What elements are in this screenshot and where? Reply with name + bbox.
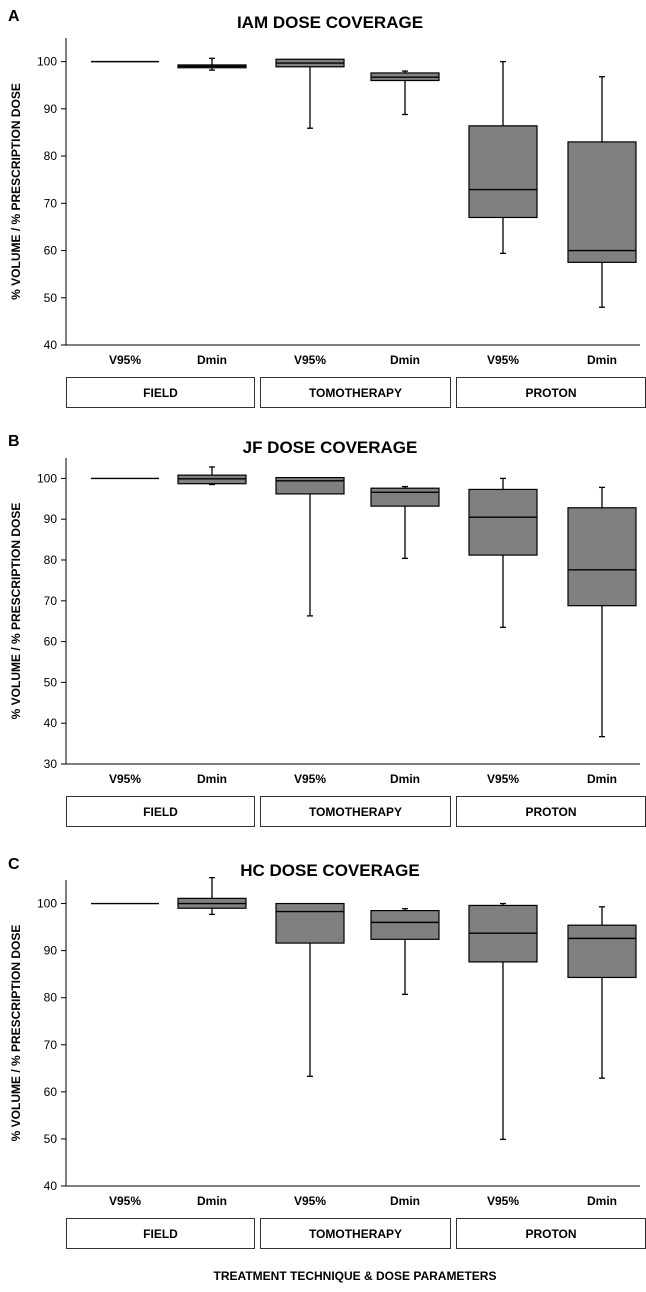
box xyxy=(370,909,440,940)
box xyxy=(275,902,345,944)
y-tick-label: 40 xyxy=(44,338,58,352)
category-label: V95% xyxy=(487,353,519,367)
category-label: Dmin xyxy=(197,772,227,786)
y-tick-label: 100 xyxy=(37,55,57,69)
group-box xyxy=(66,377,255,408)
box xyxy=(567,507,637,607)
category-label: Dmin xyxy=(197,353,227,367)
y-tick-label: 40 xyxy=(44,1179,58,1193)
group-box xyxy=(456,377,646,408)
y-tick-label: 100 xyxy=(37,897,57,911)
y-tick-label: 50 xyxy=(44,291,58,305)
category-label: Dmin xyxy=(587,353,617,367)
group-label: TOMOTHERAPY xyxy=(309,1227,402,1241)
group-box xyxy=(66,796,255,827)
group-box xyxy=(456,1218,646,1249)
category-label: V95% xyxy=(294,353,326,367)
chart-title: HC DOSE COVERAGE xyxy=(240,861,419,880)
y-axis-title: % VOLUME / % PRESCRIPTION DOSE xyxy=(9,83,23,300)
y-tick-label: 70 xyxy=(44,196,58,210)
group-box xyxy=(260,377,451,408)
category-label: V95% xyxy=(487,772,519,786)
category-label: Dmin xyxy=(390,353,420,367)
box xyxy=(567,924,637,979)
panel-label: A xyxy=(8,8,20,25)
category-label: Dmin xyxy=(587,772,617,786)
box xyxy=(275,476,345,495)
category-label: V95% xyxy=(109,1194,141,1208)
group-box xyxy=(66,1218,255,1249)
y-tick-label: 70 xyxy=(44,1038,58,1052)
y-tick-label: 90 xyxy=(44,512,58,526)
box xyxy=(370,487,440,507)
group-label: TOMOTHERAPY xyxy=(309,386,402,400)
y-tick-label: 90 xyxy=(44,102,58,116)
x-axis-title: TREATMENT TECHNIQUE & DOSE PARAMETERS xyxy=(214,1269,497,1283)
group-label: PROTON xyxy=(525,1227,576,1241)
box xyxy=(567,141,637,263)
group-box xyxy=(456,796,646,827)
group-box xyxy=(260,796,451,827)
group-label: PROTON xyxy=(525,805,576,819)
category-label: Dmin xyxy=(390,772,420,786)
category-label: Dmin xyxy=(390,1194,420,1208)
y-tick-label: 50 xyxy=(44,1132,58,1146)
category-label: V95% xyxy=(109,772,141,786)
y-tick-label: 50 xyxy=(44,675,58,689)
y-axis-title: % VOLUME / % PRESCRIPTION DOSE xyxy=(9,925,23,1142)
y-tick-label: 80 xyxy=(44,149,58,163)
category-label: V95% xyxy=(487,1194,519,1208)
category-label: Dmin xyxy=(587,1194,617,1208)
y-tick-label: 70 xyxy=(44,594,58,608)
group-label: FIELD xyxy=(143,805,178,819)
panel-label: C xyxy=(8,856,20,873)
box xyxy=(468,488,538,556)
y-tick-label: 80 xyxy=(44,991,58,1005)
chart-title: IAM DOSE COVERAGE xyxy=(237,13,423,32)
group-box xyxy=(260,1218,451,1249)
y-tick-label: 80 xyxy=(44,553,58,567)
category-label: V95% xyxy=(109,353,141,367)
y-tick-label: 100 xyxy=(37,471,57,485)
y-tick-label: 60 xyxy=(44,1085,58,1099)
box xyxy=(468,125,538,219)
y-tick-label: 90 xyxy=(44,944,58,958)
y-tick-label: 30 xyxy=(44,757,58,771)
category-label: V95% xyxy=(294,772,326,786)
group-label: TOMOTHERAPY xyxy=(309,805,402,819)
y-tick-label: 60 xyxy=(44,244,58,258)
group-label: PROTON xyxy=(525,386,576,400)
group-label: FIELD xyxy=(143,386,178,400)
panel-label: B xyxy=(8,433,20,450)
category-label: Dmin xyxy=(197,1194,227,1208)
y-tick-label: 60 xyxy=(44,635,58,649)
y-axis-title: % VOLUME / % PRESCRIPTION DOSE xyxy=(9,503,23,720)
y-tick-label: 40 xyxy=(44,716,58,730)
chart-title: JF DOSE COVERAGE xyxy=(243,438,418,457)
category-label: V95% xyxy=(294,1194,326,1208)
group-label: FIELD xyxy=(143,1227,178,1241)
